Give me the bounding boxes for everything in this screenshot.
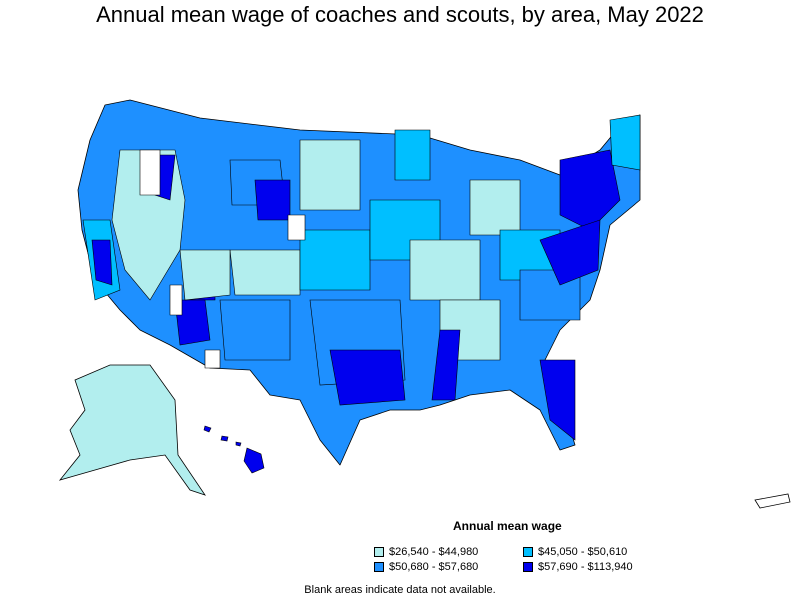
legend-item-1: $26,540 - $44,980 bbox=[374, 546, 478, 558]
legend-title: Annual mean wage bbox=[453, 519, 562, 533]
map-region-patch bbox=[409, 239, 481, 301]
map-region-patch bbox=[329, 349, 406, 406]
map-region-patch bbox=[254, 179, 291, 221]
legend-item-4: $57,690 - $113,940 bbox=[523, 561, 633, 573]
map-region-patch bbox=[179, 249, 231, 301]
blank-area bbox=[169, 284, 183, 316]
map-region-patch bbox=[299, 229, 371, 291]
legend-label-1: $26,540 - $44,980 bbox=[389, 546, 479, 558]
map-region-patch bbox=[431, 329, 461, 401]
map-region-patch bbox=[91, 239, 113, 286]
blank-area bbox=[139, 149, 161, 196]
blank-area bbox=[287, 214, 306, 241]
hawaii-shape bbox=[203, 425, 265, 474]
map-region-patch bbox=[229, 249, 301, 296]
legend-swatch-1 bbox=[374, 547, 384, 557]
legend-label-4: $57,690 - $113,940 bbox=[538, 561, 633, 573]
map-region-patch bbox=[174, 299, 211, 346]
blank-area bbox=[204, 349, 221, 369]
map-region-patch bbox=[394, 129, 431, 181]
footnote: Blank areas indicate data not available. bbox=[304, 584, 496, 596]
map-region-patch bbox=[469, 179, 521, 236]
map-region-patch bbox=[299, 139, 361, 211]
map-region-patch bbox=[539, 359, 576, 441]
puerto-rico-shape bbox=[754, 493, 791, 509]
map-region-patch bbox=[609, 114, 641, 171]
legend-item-3: $50,680 - $57,680 bbox=[374, 561, 478, 573]
map-title: Annual mean wage of coaches and scouts, … bbox=[96, 2, 704, 27]
map-region-patch bbox=[539, 219, 601, 286]
legend-label-2: $45,050 - $50,610 bbox=[538, 546, 628, 558]
legend-label-3: $50,680 - $57,680 bbox=[389, 561, 479, 573]
legend-swatch-2 bbox=[523, 547, 533, 557]
legend-swatch-3 bbox=[374, 562, 384, 572]
map-region-patch bbox=[219, 299, 291, 361]
legend-swatch-4 bbox=[523, 562, 533, 572]
legend-item-2: $45,050 - $50,610 bbox=[523, 546, 627, 558]
map-region-patch bbox=[559, 149, 621, 231]
alaska-shape bbox=[58, 364, 206, 496]
